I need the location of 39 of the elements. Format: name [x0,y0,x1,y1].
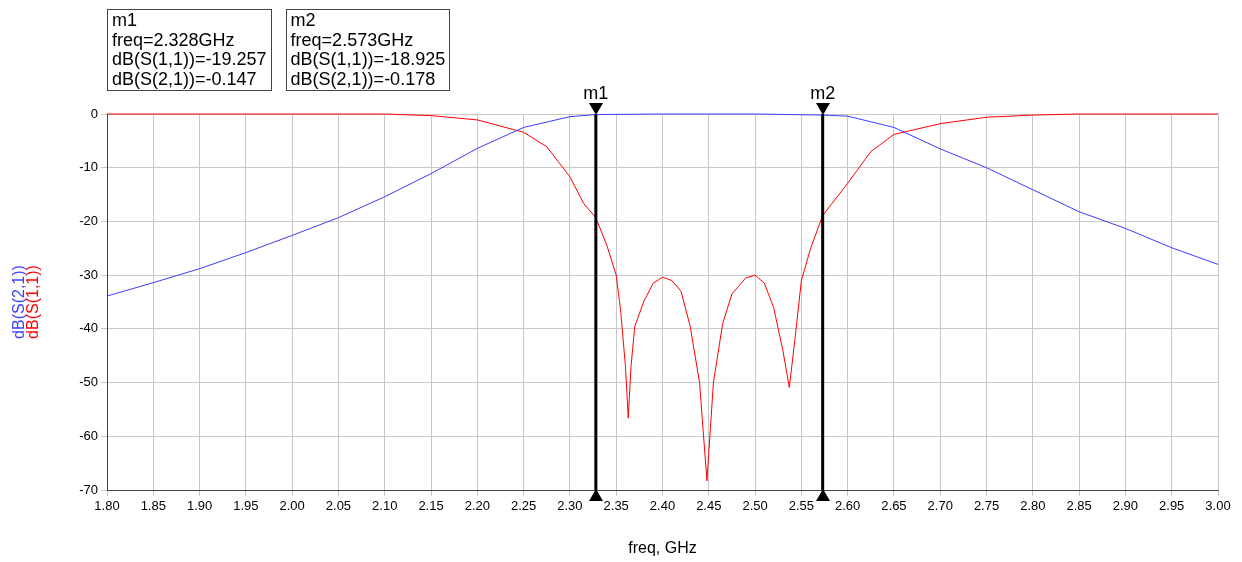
x-tick-label: 2.40 [649,498,676,514]
x-tick-label: 2.70 [927,498,953,514]
x-tick-label: 2.00 [279,498,305,514]
x-tick-label: 1.95 [233,498,259,514]
y-tick-label: -70 [79,481,98,497]
ref-line-label: m1 [583,82,609,103]
x-tick-label: 2.80 [1020,498,1046,514]
x-tick-label: 2.85 [1066,498,1092,514]
text: m1 freq=2.328GHz dB(S(1,1))=-19.257 dB(S(2,1))=-0.147 [107,9,272,91]
x-tick-label: 2.20 [464,498,490,514]
text: m2 freq=2.573GHz dB(S(1,1))=-18.925 dB(S(2,1))=-0.178 [285,9,451,91]
x-tick-label: 2.10 [372,498,398,514]
text: dB(S(2,1)) [10,265,28,339]
x-tick-label: 1.85 [140,498,166,514]
x-tick-label: 1.90 [186,498,213,514]
y-tick-label: -50 [79,374,98,390]
y-tick-label: -40 [79,320,98,336]
x-tick-label: 2.30 [557,498,583,514]
x-tick-label: 2.90 [1112,498,1139,514]
y-tick-label: -10 [79,159,98,175]
x-tick-label: 2.75 [973,498,1000,514]
x-axis-title: freq, GHz [628,538,697,556]
x-tick-label: 3.00 [1205,498,1231,514]
x-tick-label: 1.80 [94,498,120,514]
x-tick-label: 2.65 [881,498,907,514]
ref-line-label: m2 [810,82,836,103]
x-tick-label: 2.25 [510,498,537,514]
x-tick-label: 2.55 [788,498,815,514]
x-tick-label: 2.35 [603,498,629,514]
x-tick-label: 2.15 [418,498,444,514]
x-tick-label: 2.05 [325,498,352,514]
x-tick-label: 2.95 [1159,498,1185,514]
x-tick-label: 2.50 [742,498,768,514]
y-tick-label: -60 [79,427,98,443]
y-tick-label: -20 [79,213,98,229]
y-tick-label: 0 [90,105,98,121]
y-tick-label: -30 [79,266,98,282]
x-tick-label: 2.60 [835,498,861,514]
x-tick-label: 2.45 [696,498,722,514]
